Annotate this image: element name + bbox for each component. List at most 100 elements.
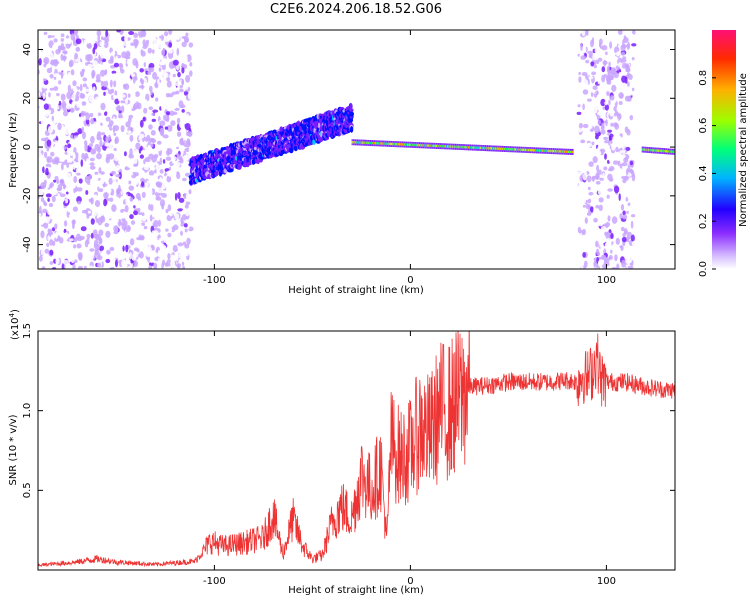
noise-dot	[61, 163, 64, 171]
noise-dot	[135, 76, 138, 81]
noise-dot	[618, 92, 624, 99]
noise-dot	[42, 85, 48, 89]
noise-dot	[597, 151, 602, 155]
noise-dot	[50, 31, 56, 36]
noise-dot	[592, 85, 598, 90]
noise-dot	[171, 142, 174, 150]
noise-dot	[614, 210, 620, 214]
noise-dot	[108, 214, 111, 219]
noise-dot	[113, 217, 119, 225]
noise-dot	[111, 107, 116, 115]
noise-dot	[623, 83, 627, 91]
noise-dot	[181, 109, 185, 113]
noise-dot	[165, 247, 168, 254]
noise-dot	[100, 80, 104, 86]
noise-dot	[150, 90, 153, 96]
noise-dot	[155, 101, 159, 107]
noise-dot	[66, 191, 69, 195]
noise-dot	[64, 159, 68, 163]
noise-dot	[96, 30, 102, 37]
noise-dot	[631, 240, 636, 247]
noise-dot	[606, 194, 610, 199]
noise-dot	[64, 264, 68, 269]
noise-dot	[84, 260, 89, 265]
noise-dot	[43, 103, 49, 110]
noise-dot	[88, 43, 92, 48]
noise-dot	[161, 49, 166, 56]
noise-dot	[108, 177, 113, 185]
noise-dot	[81, 244, 86, 250]
noise-dot	[39, 205, 42, 214]
noise-dot	[597, 80, 602, 85]
noise-dot	[625, 146, 631, 151]
noise-dot	[159, 120, 166, 127]
noise-dot	[146, 31, 152, 36]
noise-dot	[89, 165, 96, 170]
noise-dot	[593, 217, 598, 223]
noise-dot	[128, 249, 132, 254]
noise-dot	[167, 232, 172, 238]
noise-dot	[97, 67, 101, 75]
noise-dot	[185, 201, 191, 205]
noise-dot	[91, 209, 98, 217]
x-tick-label: 100	[597, 275, 616, 286]
noise-dot	[152, 251, 158, 258]
noise-dot	[72, 206, 78, 212]
noise-dot	[174, 107, 180, 111]
noise-dot	[100, 171, 105, 175]
noise-dot	[67, 256, 73, 262]
noise-dot	[176, 47, 180, 56]
noise-dot	[598, 204, 603, 211]
noise-dot	[88, 95, 95, 103]
noise-dot	[128, 31, 135, 35]
noise-dot	[51, 227, 56, 232]
noise-dot	[627, 265, 634, 269]
noise-dot	[582, 204, 586, 208]
noise-dot	[604, 242, 609, 250]
noise-dot	[106, 188, 112, 194]
noise-dot	[77, 120, 80, 128]
noise-dot	[83, 39, 87, 45]
noise-dot	[123, 129, 128, 133]
noise-dot	[161, 262, 164, 269]
noise-dot	[75, 46, 81, 52]
noise-dot	[96, 205, 99, 211]
noise-dot	[72, 80, 77, 87]
noise-dot	[111, 170, 116, 175]
noise-dot	[105, 230, 111, 238]
noise-dot	[119, 249, 123, 257]
noise-dot	[592, 114, 596, 121]
noise-dot	[180, 104, 186, 109]
noise-dot	[138, 212, 143, 216]
noise-dot	[56, 92, 60, 97]
noise-dot	[612, 160, 619, 165]
noise-dot	[53, 86, 59, 91]
noise-dot	[51, 134, 57, 139]
noise-dot	[595, 204, 599, 209]
noise-dot	[174, 78, 178, 83]
noise-dot	[146, 134, 151, 142]
noise-dot	[138, 251, 144, 259]
noise-dot	[170, 120, 176, 126]
noise-dot	[621, 162, 628, 167]
noise-dot	[182, 49, 187, 55]
noise-dot	[63, 232, 69, 240]
noise-dot	[47, 35, 52, 39]
noise-dot	[586, 158, 591, 162]
noise-dot	[176, 263, 182, 268]
noise-dot	[622, 214, 628, 220]
noise-dot	[627, 195, 633, 200]
noise-dot	[607, 237, 610, 242]
noise-dot	[600, 111, 606, 119]
noise-dot	[115, 174, 121, 178]
noise-dot	[591, 37, 595, 44]
noise-dot	[149, 78, 153, 86]
noise-dot	[95, 103, 100, 110]
trace-dot	[349, 126, 354, 133]
noise-dot	[108, 235, 114, 243]
noise-dot	[181, 36, 187, 39]
noise-dot	[120, 125, 125, 133]
noise-dot	[77, 156, 82, 164]
noise-dot	[610, 249, 613, 254]
